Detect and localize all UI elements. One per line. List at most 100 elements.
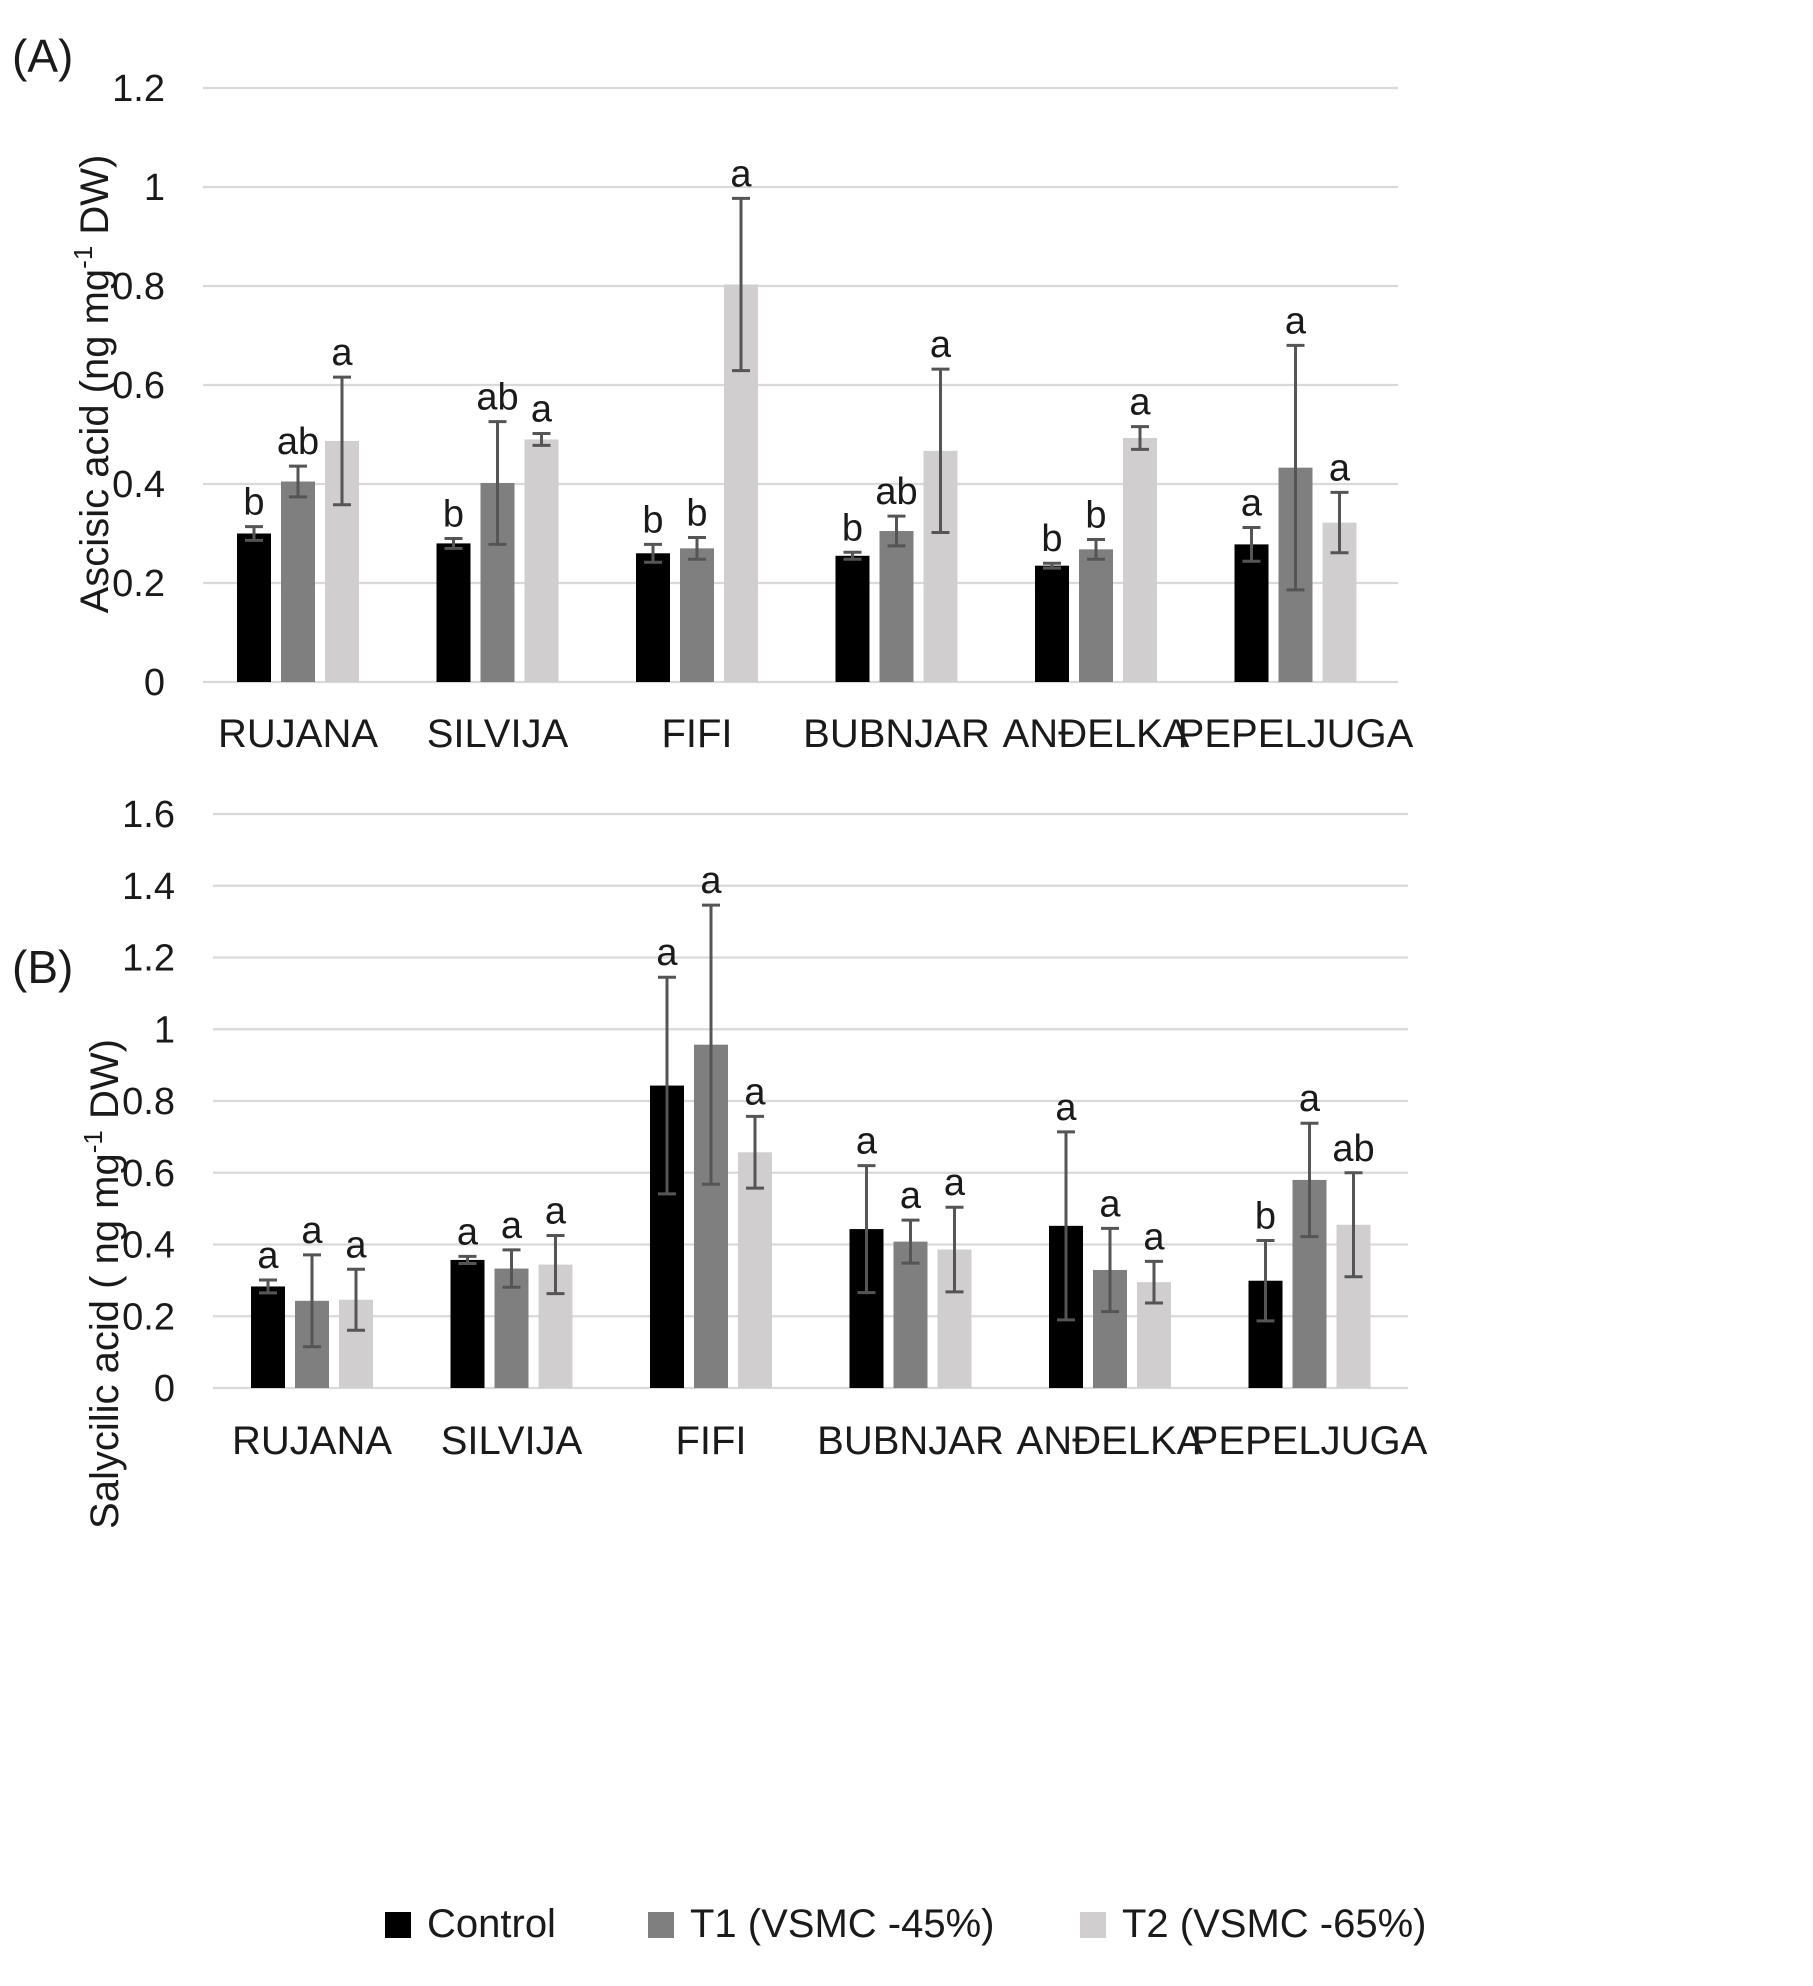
panel-a-y-tick-label: 0.8 [112,266,165,308]
panel-a-y-tick-label: 1.2 [112,68,165,110]
panel-a-y-tick-label: 0.6 [112,365,165,407]
panel-b-x-tick-fifi: FIFI [675,1419,746,1463]
panel-a-bar-control-pepeljuga [1234,544,1269,682]
panel-a-error-bar-t1-pepeljuga [1286,343,1305,592]
panel-b-x-tick-an-elka: ANĐELKA [1017,1419,1204,1463]
panel-a-y-axis-label-superscript: -1 [68,246,98,269]
panel-b-letter-t1-rujana: a [301,1210,323,1252]
panel-b-letter-t2-an-elka: a [1143,1216,1165,1258]
panel-a-letter-t2-fifi: a [730,153,752,195]
panel-b-bar-t1-bubnjar [893,1241,928,1388]
panel-a-letter-t1-bubnjar: ab [875,471,917,513]
panel-b-bar-control-silvija [450,1259,485,1388]
panel-b-y-tick-label: 0.2 [122,1296,175,1338]
panel-b-y-axis-label-main: Salycilic acid ( ng mg [83,1153,127,1529]
panel-a-letter-control-pepeljuga: a [1241,483,1263,525]
panel-b-y-tick-label: 1.4 [122,866,175,908]
panel-b-letter-t1-fifi: a [700,860,722,902]
panel-b-letter-t1-silvija: a [501,1205,523,1247]
panel-a-y-tick-label: 0.4 [112,464,165,506]
panel-b-letter-t2-silvija: a [545,1191,567,1233]
panel-a-error-bar-t2-rujana [333,375,351,507]
panel-b-letter-t1-bubnjar: a [900,1175,922,1217]
panel-a-y-axis-label-tail: DW) [73,155,117,246]
panel-a-error-bar-control-bubnjar [843,550,862,561]
panel-b-letter-control-fifi: a [656,932,678,974]
panel-a-letter-t2-pepeljuga: a [1329,447,1351,489]
panel-b-letter-control-bubnjar: a [856,1121,878,1163]
panel-a-error-bar-t2-fifi [732,196,750,373]
panel-b-error-bar-control-an-elka [1057,1130,1075,1322]
panel-b-letter-t2-bubnjar: a [944,1162,966,1204]
panel-b-x-tick-pepeljuga: PEPELJUGA [1192,1419,1428,1463]
panel-a-y-axis-label: Ascisic acid (ng mg-1 DW) [68,155,117,614]
panel-b-y-tick-label: 0.6 [122,1153,175,1195]
panel-a-x-tick-rujana: RUJANA [218,712,378,756]
panel-b-error-bar-t1-an-elka [1101,1226,1119,1314]
panel-b-y-tick-label: 0.4 [122,1225,175,1267]
panel-a-error-bar-t1-an-elka [1087,537,1105,561]
legend-swatch-t1 [648,1912,674,1938]
panel-b-y-tick-label: 1.6 [122,794,175,836]
panel-a-x-tick-fifi: FIFI [661,712,732,756]
panel-b-error-bar-t2-silvija [546,1234,565,1296]
panel-a-error-bar-control-fifi [644,542,662,564]
panel-b-bars [251,1044,1371,1388]
panel-a-x-tick-silvija: SILVIJA [427,712,569,756]
panel-b-letter-control-silvija: a [457,1211,479,1253]
panel-a-error-bar-t1-bubnjar [887,514,906,548]
panel-b-y-axis-label-tail: DW) [83,1039,127,1130]
legend-swatch-control [385,1912,411,1938]
panel-a-bar-t1-rujana [281,481,315,682]
panel-a-error-bars [245,196,1349,592]
legend-label-control: Control [427,1902,556,1946]
panel-a-bar-control-fifi [636,553,670,682]
panel-a-label: (A) [12,30,73,82]
panel-b-error-bars [259,903,1363,1349]
panel-b-x-tick-silvija: SILVIJA [441,1419,583,1463]
panel-b-y-tick-labels: 0 0.2 0.4 0.6 0.8 1 1.2 1.4 1.6 [122,794,175,1410]
panel-b-letter-control-an-elka: a [1055,1087,1077,1129]
panel-b-gridlines [213,812,1408,1390]
panel-a-bar-control-silvija [436,543,471,682]
panel-b-error-bar-t1-rujana [303,1253,321,1349]
panel-b-y-axis-label: Salycilic acid ( ng mg-1 DW) [78,1039,127,1529]
panel-a-bar-t1-bubnjar [879,531,914,682]
panel-a-letter-control-silvija: b [443,493,464,535]
panel-b-error-bar-control-pepeljuga [1256,1239,1275,1323]
panel-a-letter-control-fifi: b [642,499,663,541]
panel-a-error-bar-t2-an-elka [1131,425,1149,451]
panel-a-y-axis-label-main: Ascisic acid (ng mg [73,269,117,614]
panel-a-error-bar-t2-silvija [532,432,551,447]
panel-a-bar-t1-fifi [680,548,714,682]
panel-b-y-tick-label: 1.2 [122,938,175,980]
panel-a-y-tick-label: 0 [144,662,165,704]
panel-a-letter-t1-silvija: ab [476,377,518,419]
panel-a-letter-control-rujana: b [243,482,264,524]
panel-b-letter-t1-an-elka: a [1099,1183,1121,1225]
panel-a-error-bar-t1-silvija [488,420,507,546]
panel-b-letter-control-pepeljuga: b [1255,1196,1276,1238]
panel-a-letter-t2-silvija: a [531,389,553,431]
panel-a-letter-t1-an-elka: b [1085,494,1106,536]
legend-swatch-t2 [1080,1912,1106,1938]
panel-a-bars [237,284,1357,682]
panel-a-error-bar-t1-fifi [688,535,706,561]
panel-b-error-bar-t2-pepeljuga [1344,1171,1363,1279]
legend: Control T1 (VSMC -45%) T2 (VSMC -65%) [385,1902,1427,1946]
panel-a-bar-t2-an-elka [1123,437,1157,682]
panel-a-error-bar-control-an-elka [1043,561,1061,570]
panel-b-error-bar-t2-rujana [347,1267,365,1332]
panel-a-letter-t2-an-elka: a [1129,382,1151,424]
panel-b-x-tick-bubnjar: BUBNJAR [817,1419,1004,1463]
panel-b-error-bar-t1-bubnjar [901,1218,920,1265]
panel-a-letter-t2-bubnjar: a [930,324,952,366]
panel-b-letter-t2-pepeljuga: ab [1332,1128,1374,1170]
panel-b-y-tick-label: 0 [154,1368,175,1410]
panel-a-letter-t1-rujana: ab [277,421,319,463]
panel-b-bar-t2-fifi [738,1152,772,1388]
panel-b-label: (B) [12,941,73,993]
